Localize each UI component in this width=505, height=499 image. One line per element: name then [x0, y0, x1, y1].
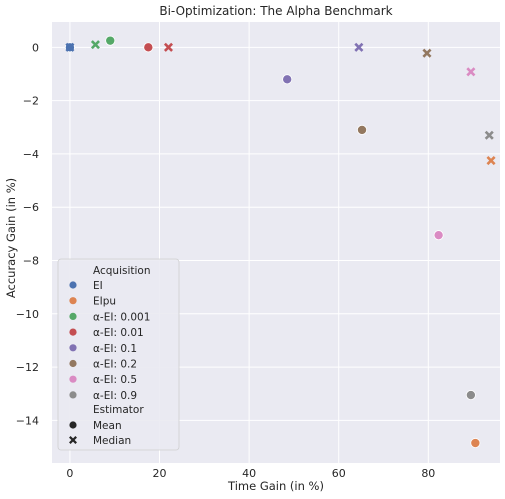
x-axis-label: Time Gain (in %) — [227, 479, 324, 493]
y-tick-label: −14 — [16, 414, 39, 427]
data-point-mean — [465, 390, 476, 401]
data-point-median — [486, 156, 496, 166]
data-point-median — [422, 48, 432, 58]
y-axis-label: Accuracy Gain (in %) — [4, 178, 18, 298]
data-point-mean — [143, 42, 154, 53]
legend-entry-mean: Mean — [69, 420, 122, 432]
legend-marker — [69, 375, 77, 383]
legend: Acquisition EI EIpu α-EI: 0.001 α-EI: 0.01 α… — [57, 258, 180, 451]
data-point-median — [90, 40, 100, 50]
y-tick-labels: 0 −2 −4 −6 −8 −10 −12 −14 — [16, 41, 39, 427]
legend-label-mean: Mean — [93, 420, 122, 432]
data-point-median — [466, 67, 476, 77]
legend-label: α-EI: 0.1 — [93, 343, 137, 355]
legend-label-median: Median — [93, 435, 131, 447]
data-point-mean — [470, 438, 481, 449]
legend-marker-mean — [69, 421, 77, 429]
x-tick-label: 0 — [66, 467, 73, 480]
data-point-mean — [282, 74, 293, 85]
y-tick-label: −4 — [23, 148, 39, 161]
legend-title-estimator: Estimator — [93, 404, 144, 416]
legend-marker — [69, 281, 77, 289]
y-tick-label: −8 — [23, 254, 39, 267]
x-tick-label: 20 — [153, 467, 167, 480]
legend-label: α-EI: 0.01 — [93, 327, 144, 339]
x-tick-label: 40 — [242, 467, 256, 480]
legend-entry-median: Median — [69, 435, 131, 447]
grid-lines — [52, 22, 500, 463]
y-tick-label: −12 — [16, 361, 39, 374]
legend-marker — [69, 328, 77, 336]
legend-title-acquisition: Acquisition — [93, 265, 151, 277]
x-tick-labels: 0 20 40 60 80 — [66, 467, 435, 480]
data-point-mean — [105, 35, 116, 46]
legend-label: EIpu — [93, 296, 116, 308]
x-tick-label: 60 — [332, 467, 346, 480]
legend-label: α-EI: 0.2 — [93, 359, 137, 371]
legend-marker-median — [69, 436, 77, 444]
legend-marker — [69, 344, 77, 352]
legend-marker — [69, 312, 77, 320]
y-tick-label: −6 — [23, 201, 39, 214]
legend-box — [57, 258, 180, 451]
data-point-median — [163, 42, 173, 52]
legend-label: α-EI: 0.9 — [93, 390, 137, 402]
y-tick-label: 0 — [32, 41, 39, 54]
legend-label: α-EI: 0.001 — [93, 311, 150, 323]
legend-label: α-EI: 0.5 — [93, 374, 137, 386]
data-point-median — [354, 42, 364, 52]
legend-marker — [69, 297, 77, 305]
chart-title: Bi-Optimization: The Alpha Benchmark — [159, 4, 392, 18]
x-tick-label: 80 — [421, 467, 435, 480]
legend-marker — [69, 359, 77, 368]
legend-hue-entries: EI EIpu α-EI: 0.001 α-EI: 0.01 α-EI: 0.1 α-EI… — [69, 280, 150, 402]
y-tick-label: −10 — [16, 308, 39, 321]
y-tick-label: −2 — [23, 95, 39, 108]
data-point-mean — [433, 230, 444, 241]
data-point-median — [484, 130, 494, 140]
data-points — [64, 35, 496, 449]
data-point-median — [65, 42, 75, 52]
data-point-mean — [357, 124, 368, 135]
legend-marker — [69, 391, 77, 399]
legend-label: EI — [93, 280, 103, 292]
